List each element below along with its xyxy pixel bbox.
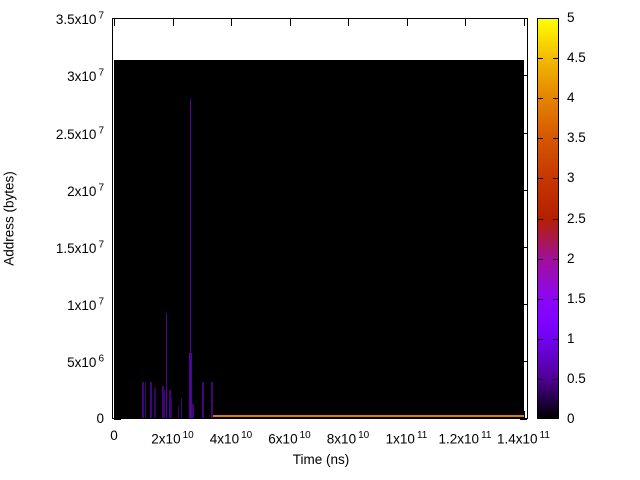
heatmap-spike — [153, 388, 156, 419]
tick-exponent: 7 — [98, 239, 104, 251]
x-tick-label: 0 — [110, 428, 118, 443]
tick-exponent: 7 — [98, 124, 104, 136]
x-tick-top — [289, 19, 291, 26]
heatmap-spike — [181, 398, 183, 419]
x-tick-top — [172, 19, 174, 26]
colorbar-tick-label: 0 — [567, 411, 575, 426]
colorbar-tick-right — [553, 218, 558, 220]
colorbar-tick-left — [538, 338, 543, 340]
y-tick-label: 5x10 6 — [67, 353, 104, 371]
heatmap-data-region — [114, 60, 525, 419]
colorbar-tick-right — [553, 178, 558, 180]
x-axis-title: Time (ns) — [292, 452, 350, 467]
tick-exponent: 11 — [481, 430, 492, 441]
y-tick-right — [520, 18, 527, 20]
heatmap-spike — [171, 398, 173, 419]
colorbar-tick-label: 2 — [567, 250, 575, 266]
colorbar-tick-right — [553, 58, 558, 60]
x-tick-label: 1.4x10 11 — [497, 430, 550, 447]
x-tick-top — [406, 19, 408, 26]
y-tick-left — [114, 18, 121, 20]
y-tick-label: 1x10 7 — [67, 296, 104, 313]
tick-exponent: 7 — [98, 10, 104, 22]
colorbar-tick-label: 1.5 — [567, 290, 586, 306]
colorbar-tick-left — [538, 98, 543, 100]
heatmap-spike — [201, 382, 204, 419]
heatmap-spike — [210, 382, 213, 419]
colorbar-tick-left — [538, 298, 543, 300]
x-tick-top — [465, 19, 466, 26]
y-tick-label: 1.5x10 7 — [55, 239, 104, 256]
y-axis-title: Address (bytes) — [1, 171, 17, 266]
tick-exponent: 10 — [299, 430, 311, 441]
x-tick-label: 1x10 11 — [385, 430, 428, 447]
tick-exponent: 11 — [416, 430, 428, 441]
heatmap-spike — [162, 385, 165, 419]
heatmap-spike — [189, 98, 191, 419]
colorbar-tick-label: 3.5 — [567, 130, 586, 146]
heatmap-spike — [168, 390, 171, 419]
y-tick-label: 3x10 7 — [67, 67, 104, 85]
colorbar-tick-label: 5 — [567, 10, 575, 25]
y-tick-left — [114, 418, 121, 420]
baseline-streak — [213, 415, 525, 417]
tick-exponent: 10 — [182, 430, 194, 441]
y-tick-label: 2x10 7 — [67, 181, 104, 199]
colorbar-tick-label: 2.5 — [567, 210, 586, 226]
x-tick-label: 8x10 10 — [326, 430, 370, 447]
x-tick-label: 4x10 10 — [209, 430, 253, 447]
colorbar-tick-right — [553, 258, 558, 260]
colorbar — [537, 18, 559, 419]
colorbar-tick-left — [538, 138, 543, 140]
heatmap-spike — [191, 404, 194, 419]
tick-exponent: 10 — [241, 430, 253, 441]
colorbar-tick-left — [538, 58, 543, 60]
colorbar-tick-right — [553, 378, 558, 380]
x-tick-top — [114, 19, 115, 26]
tick-exponent: 7 — [98, 296, 104, 308]
tick-exponent: 6 — [98, 353, 104, 365]
tick-exponent: 11 — [539, 430, 550, 441]
x-tick-top — [348, 19, 349, 26]
x-tick-label: 2x10 10 — [151, 430, 194, 447]
colorbar-tick-label: 4.5 — [567, 50, 586, 66]
colorbar-tick-left — [538, 258, 543, 260]
tick-exponent: 7 — [98, 67, 104, 79]
heatmap-spike — [177, 406, 179, 419]
heatmap-spike-base — [188, 352, 192, 419]
heatmap-spike — [145, 382, 147, 419]
tick-exponent: 7 — [98, 181, 104, 193]
y-tick-label: 2.5x10 7 — [55, 124, 104, 142]
colorbar-tick-label: 3 — [567, 170, 575, 186]
y-tick-label: 3.5x10 7 — [55, 10, 104, 27]
heatmap-spike — [164, 390, 166, 419]
x-tick-top — [523, 19, 525, 26]
colorbar-tick-right — [553, 98, 558, 100]
colorbar-tick-right — [553, 298, 558, 300]
colorbar-tick-left — [538, 178, 543, 180]
y-tick-right — [520, 418, 527, 420]
colorbar-tick-label: 4 — [567, 90, 575, 106]
x-tick-label: 6x10 10 — [268, 430, 311, 447]
colorbar-tick-label: 1 — [567, 330, 575, 346]
x-tick-top — [231, 19, 232, 26]
colorbar-tick-left — [538, 378, 543, 380]
colorbar-tick-right — [553, 338, 558, 340]
x-tick-label: 1.2x10 11 — [438, 430, 492, 447]
tick-exponent: 10 — [358, 430, 370, 441]
colorbar-tick-left — [538, 218, 543, 220]
heatmap-spike — [150, 382, 153, 419]
colorbar-tick-label: 0.5 — [567, 370, 586, 386]
heatmap-spike — [141, 382, 144, 419]
heatmap-spike — [166, 312, 168, 419]
colorbar-tick-right — [553, 138, 558, 140]
y-tick-label: 0 — [96, 410, 104, 426]
